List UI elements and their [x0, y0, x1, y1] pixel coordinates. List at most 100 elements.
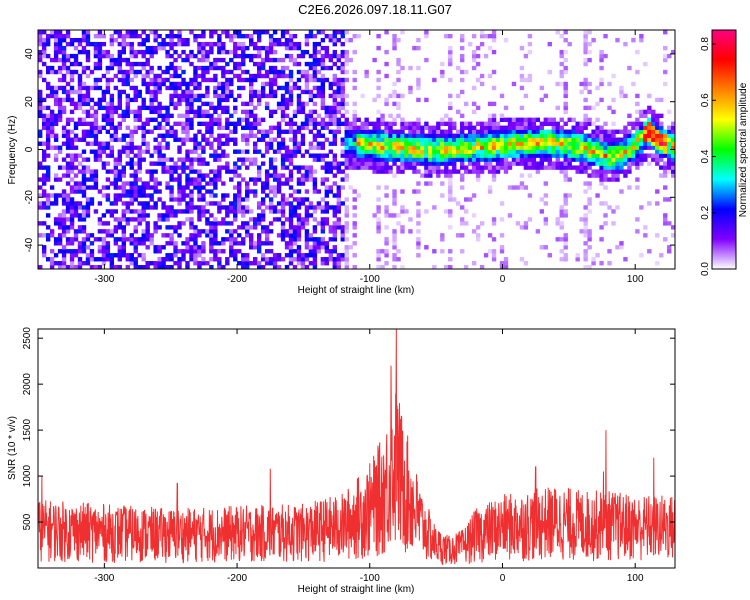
heatmap-cell [288, 117, 294, 123]
heatmap-cell [153, 30, 158, 35]
heatmap-cell [296, 125, 302, 130]
heatmap-cell [165, 145, 170, 150]
heatmap-cell [304, 189, 310, 194]
heatmap-cell [81, 37, 87, 43]
heatmap-cell [280, 201, 286, 206]
heatmap-cell [475, 105, 481, 111]
heatmap-cell [65, 241, 71, 246]
heatmap-cell [448, 197, 453, 202]
heatmap-cell [316, 69, 322, 75]
heatmap-cell [543, 121, 548, 126]
heatmap-cell [479, 137, 485, 142]
heatmap-cell [97, 65, 103, 71]
heatmap-cell [344, 125, 349, 130]
heatmap-cell [320, 237, 326, 242]
heatmap-cell [392, 41, 397, 47]
heatmap-cell [77, 257, 83, 262]
heatmap-cell [61, 97, 67, 103]
heatmap-cell [49, 65, 55, 71]
heatmap-cell [141, 237, 146, 242]
heatmap-cell [85, 101, 91, 107]
heatmap-cell [149, 173, 154, 178]
heatmap-cell [587, 81, 592, 87]
heatmap-cell [221, 165, 226, 170]
heatmap-cell [296, 197, 302, 202]
heatmap-cell [77, 213, 83, 218]
heatmap-cell [332, 109, 337, 115]
heatmap-cell [189, 257, 194, 262]
heatmap-cell [336, 253, 341, 258]
heatmap-cell [440, 61, 445, 67]
heatmap-cell [543, 165, 548, 170]
heatmap-cell [65, 57, 71, 63]
heatmap-cell [117, 245, 123, 250]
heatmap-cell [344, 37, 349, 43]
heatmap-cell [69, 161, 75, 166]
heatmap-cell [340, 49, 345, 55]
heatmap-cell [392, 137, 397, 142]
heatmap-cell [487, 33, 493, 39]
heatmap-cell [388, 133, 393, 138]
heatmap-cell [157, 149, 162, 154]
heatmap-cell [627, 113, 632, 119]
heatmap-cell [185, 209, 190, 214]
heatmap-cell [264, 30, 270, 35]
heatmap-cell [639, 157, 644, 162]
heatmap-cell [396, 213, 401, 218]
heatmap-cell [252, 257, 258, 262]
heatmap-cell [344, 177, 349, 182]
heatmap-cell [249, 245, 254, 250]
heatmap-cell [444, 129, 449, 134]
heatmap-cell [85, 209, 91, 214]
heatmap-cell [647, 137, 652, 142]
heatmap-cell [101, 261, 107, 266]
heatmap-cell [583, 241, 588, 246]
heatmap-cell [221, 97, 226, 103]
heatmap-cell [495, 149, 501, 154]
heatmap-cell [380, 149, 385, 154]
heatmap-cell [145, 221, 150, 226]
heatmap-cell [205, 141, 210, 146]
heatmap-cell [623, 93, 628, 99]
heatmap-cell [627, 141, 632, 146]
heatmap-cell [272, 173, 278, 178]
heatmap-cell [312, 177, 318, 182]
heatmap-cell [499, 113, 505, 119]
heatmap-cell [280, 97, 286, 103]
heatmap-cell [288, 57, 294, 63]
heatmap-cell [487, 161, 493, 166]
heatmap-cell [81, 209, 87, 214]
heatmap-cell [77, 73, 83, 79]
heatmap-cell [189, 77, 194, 83]
heatmap-cell [444, 113, 449, 119]
heatmap-cell [113, 85, 119, 91]
heatmap-cell [491, 125, 497, 130]
heatmap-cell [320, 125, 326, 130]
heatmap-cell [241, 117, 246, 123]
heatmap-cell [448, 173, 453, 178]
heatmap-cell [117, 97, 123, 103]
heatmap-cell [296, 221, 302, 226]
heatmap-cell [77, 105, 83, 111]
heatmap-cell [332, 245, 337, 250]
heatmap-cell [475, 165, 481, 170]
heatmap-cell [583, 257, 588, 262]
heatmap-cell [292, 45, 298, 51]
heatmap-cell [380, 129, 385, 134]
heatmap-cell [65, 193, 71, 198]
heatmap-cell [185, 85, 190, 91]
heatmap-cell [121, 69, 126, 75]
heatmap-cell [153, 189, 158, 194]
heatmap-cell [663, 217, 668, 222]
heatmap-cell [587, 165, 592, 170]
heatmap-cell [245, 205, 250, 210]
heatmap-cell [237, 93, 242, 99]
heatmap-cell [475, 129, 481, 134]
heatmap-cell [185, 137, 190, 142]
heatmap-cell [611, 165, 616, 170]
heatmap-cell [288, 45, 294, 51]
heatmap-cell [125, 105, 130, 111]
heatmap-cell [432, 205, 437, 210]
heatmap-cell [49, 117, 55, 123]
heatmap-cell [69, 225, 75, 230]
